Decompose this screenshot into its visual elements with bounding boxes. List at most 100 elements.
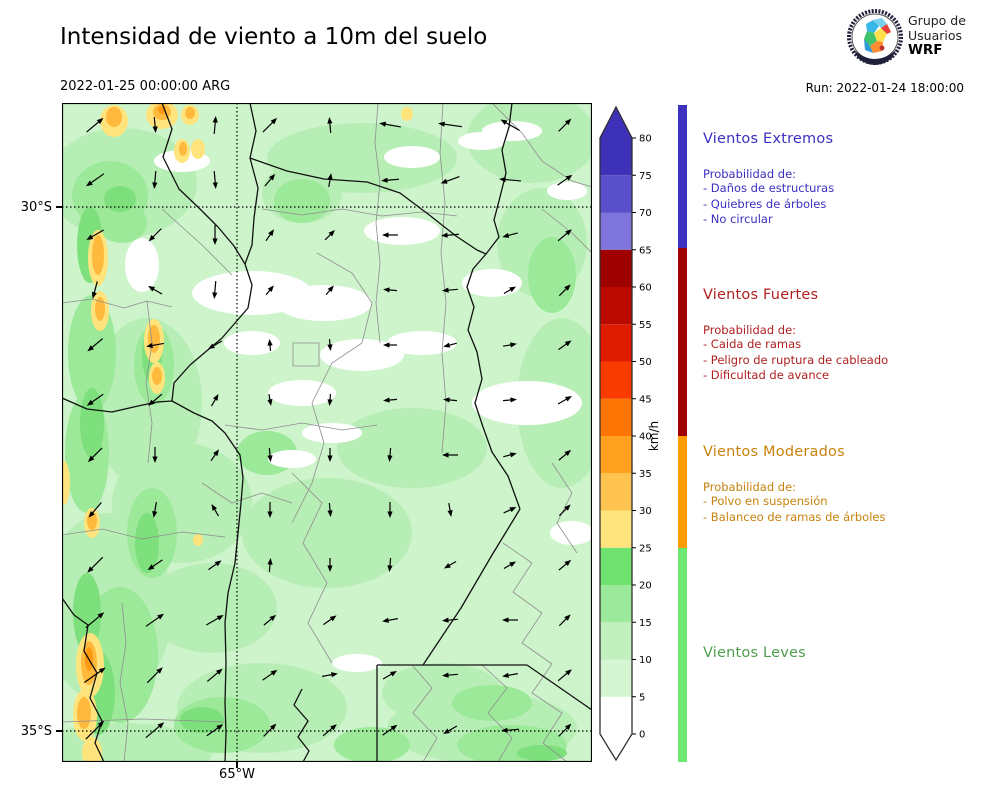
calm-patch	[387, 331, 457, 355]
wind-arrow	[443, 342, 457, 348]
lon-tickmark-65w	[236, 762, 238, 768]
legend-items-moderados: - Polvo en suspensión - Balanceo de rama…	[703, 494, 995, 525]
colorbar-tick-label: 30	[639, 506, 652, 517]
province-boundary	[161, 102, 246, 265]
strong-wind-spot	[191, 139, 205, 159]
wind-arrow	[323, 615, 337, 626]
calm-patch	[472, 381, 582, 425]
department-boundary	[224, 422, 378, 431]
wind-arrow	[558, 340, 572, 351]
legend-title-moderados: Vientos Moderados	[703, 444, 845, 460]
wind-arrow	[91, 281, 98, 299]
province-boundary	[422, 508, 521, 666]
wind-arrow	[86, 393, 104, 406]
wind-arrow	[206, 615, 224, 626]
department-boundary	[145, 300, 153, 464]
colorbar-tick-label: 25	[639, 543, 652, 554]
wind-arrow	[322, 672, 338, 678]
wind-arrow	[557, 396, 572, 405]
wind-shade-light	[147, 563, 277, 653]
wind-arrow	[443, 397, 458, 403]
legend-item: - Quiebres de árboles	[703, 196, 827, 211]
colorbar-panel: 0 5 10 15 20 25 30 35 40 45 50 55 60 65 70 75 80 km/h	[596, 100, 706, 775]
wind-arrow	[267, 339, 273, 352]
wind-arrow	[85, 720, 105, 740]
wind-arrow	[212, 280, 218, 299]
wind-arrow	[267, 447, 273, 462]
wind-arrow	[148, 393, 163, 406]
colorbar-unit-label: km/h	[647, 421, 661, 451]
wind-arrow	[147, 559, 163, 571]
globe-emblem-icon	[847, 9, 903, 65]
wind-arrow	[442, 617, 459, 623]
legend-title-leves: Vientos Leves	[703, 645, 806, 661]
colorbar-tick-label: 15	[639, 618, 652, 629]
wind-arrow	[146, 667, 163, 684]
calm-patch	[320, 339, 404, 371]
valid-datetime: 2022-01-25 00:00:00 ARG	[60, 79, 231, 94]
wind-arrow	[212, 116, 218, 135]
wind-arrow	[387, 502, 393, 518]
wind-arrow	[382, 724, 398, 736]
wind-arrow	[447, 503, 453, 517]
wind-arrow	[379, 121, 401, 128]
wind-arrow	[327, 558, 333, 572]
wind-arrow	[263, 614, 277, 626]
wind-shade-mid	[334, 727, 410, 763]
wind-arrow	[500, 119, 520, 132]
wind-arrow	[146, 342, 164, 348]
colorbar-segment	[600, 249, 632, 287]
wind-arrow	[148, 228, 162, 242]
colorbar-segment	[600, 585, 632, 623]
wind-arrow	[442, 672, 459, 678]
wind-arrow	[210, 393, 219, 407]
wind-arrow	[327, 502, 333, 517]
strong-wind-spot	[185, 107, 195, 119]
wind-arrow	[327, 393, 333, 406]
colorbar-segment	[600, 696, 632, 734]
wind-arrow	[382, 617, 398, 623]
legend-intro-extremos: Probabilidad de:	[703, 167, 797, 181]
department-boundary	[502, 542, 568, 763]
wind-arrow	[499, 177, 522, 183]
legend-section-fuertes: Vientos Fuertes Probabilidad de: - Caida…	[703, 287, 995, 384]
page-title: Intensidad de viento a 10m del suelo	[60, 24, 488, 50]
wind-arrow	[267, 502, 273, 518]
department-boundary	[61, 298, 173, 309]
calm-patch	[550, 521, 594, 545]
wind-arrow	[325, 285, 334, 295]
legend-intro-moderados: Probabilidad de:	[703, 480, 797, 494]
colorbar-tick-label: 0	[639, 730, 645, 741]
calm-patch	[125, 238, 159, 292]
wind-arrow	[383, 287, 398, 293]
category-strip-moderados	[678, 436, 687, 548]
logo-line-2: Usuarios	[908, 28, 963, 43]
wind-arrow	[212, 170, 218, 189]
colorbar-segment	[600, 436, 632, 474]
department-boundary	[201, 482, 293, 504]
legend-item: - Polvo en suspensión	[703, 494, 828, 508]
wind-arrow	[152, 502, 158, 518]
province-boundary	[171, 263, 253, 402]
wind-arrow	[263, 723, 277, 737]
legend-item: - Caida de ramas	[703, 337, 802, 351]
category-strip-extremos	[678, 105, 687, 248]
colorbar-over-arrow	[600, 107, 632, 138]
legend-section-leves: Vientos Leves	[703, 645, 995, 661]
wind-arrow	[558, 614, 571, 627]
wind-arrow	[85, 612, 105, 629]
calm-patch	[224, 331, 280, 355]
wind-arrow	[558, 118, 572, 132]
legend-section-extremos: Vientos Extremos Probabilidad de: - Daño…	[703, 131, 995, 228]
colorbar-tick-label: 75	[639, 171, 652, 182]
wind-arrow	[148, 286, 163, 295]
wind-arrow	[503, 452, 517, 458]
wind-arrow	[502, 672, 518, 678]
wind-arrow	[208, 340, 223, 349]
wind-arrow	[558, 504, 571, 517]
calm-patch	[384, 146, 440, 168]
wind-arrow	[152, 170, 158, 189]
wind-arrow	[382, 232, 398, 238]
wind-arrow	[381, 177, 400, 183]
colorbar-tick-label: 35	[639, 469, 652, 480]
